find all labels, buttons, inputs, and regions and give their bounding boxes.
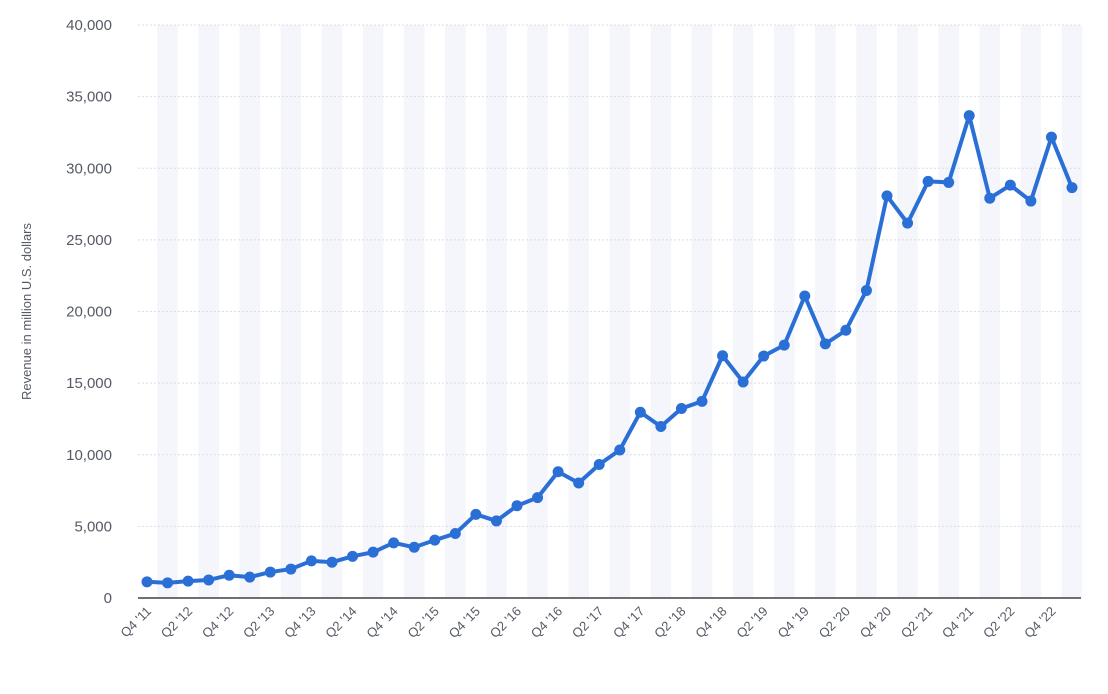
- y-tick-label: 5,000: [74, 518, 112, 535]
- y-tick-label: 20,000: [66, 304, 112, 321]
- y-tick-label: 40,000: [66, 17, 112, 34]
- data-point[interactable]: [634, 406, 646, 418]
- data-point[interactable]: [429, 534, 441, 546]
- data-point[interactable]: [943, 176, 955, 188]
- data-point[interactable]: [408, 541, 420, 553]
- data-point[interactable]: [675, 402, 687, 414]
- data-point[interactable]: [244, 571, 256, 583]
- data-point[interactable]: [347, 550, 359, 562]
- data-point[interactable]: [860, 284, 872, 296]
- data-point[interactable]: [696, 395, 708, 407]
- data-point[interactable]: [573, 477, 585, 489]
- grid-lines: [138, 24, 1083, 598]
- grid-band: [362, 25, 384, 598]
- data-point[interactable]: [778, 339, 790, 351]
- data-point[interactable]: [264, 566, 276, 578]
- data-point[interactable]: [984, 192, 996, 204]
- data-point[interactable]: [532, 492, 544, 504]
- data-point[interactable]: [203, 574, 215, 586]
- data-point[interactable]: [552, 466, 564, 478]
- y-tick-label: 30,000: [66, 160, 112, 177]
- data-point[interactable]: [840, 324, 852, 336]
- data-point[interactable]: [470, 508, 482, 520]
- data-point[interactable]: [737, 376, 749, 388]
- data-point[interactable]: [655, 421, 667, 433]
- data-point[interactable]: [758, 350, 770, 362]
- data-point[interactable]: [388, 537, 400, 549]
- grid-band: [650, 25, 672, 598]
- y-tick-label: 10,000: [66, 447, 112, 464]
- data-point[interactable]: [1045, 131, 1057, 143]
- data-point[interactable]: [223, 569, 235, 581]
- data-point[interactable]: [1004, 179, 1016, 191]
- data-point[interactable]: [182, 575, 194, 587]
- data-point[interactable]: [141, 576, 153, 588]
- data-point[interactable]: [922, 175, 934, 187]
- y-axis-ticks: 0 5,000 10,000 15,000 20,000 25,000 30,000 35,0…: [66, 17, 112, 607]
- data-point[interactable]: [799, 290, 811, 302]
- y-tick-label: 15,000: [66, 375, 112, 392]
- data-point[interactable]: [1025, 195, 1037, 207]
- data-point[interactable]: [449, 528, 461, 540]
- data-point[interactable]: [881, 190, 893, 202]
- data-point[interactable]: [593, 458, 605, 470]
- data-point[interactable]: [305, 555, 317, 567]
- data-point[interactable]: [963, 110, 975, 122]
- data-point[interactable]: [490, 515, 502, 527]
- y-tick-label: 0: [104, 590, 112, 607]
- data-point[interactable]: [819, 338, 831, 350]
- series-layer: [141, 110, 1078, 589]
- data-point[interactable]: [326, 556, 338, 568]
- data-point[interactable]: [1066, 182, 1078, 194]
- y-tick-label: 25,000: [66, 232, 112, 249]
- data-point[interactable]: [511, 500, 523, 512]
- data-point[interactable]: [902, 217, 914, 229]
- y-axis-label: Revenue in million U.S. dollars: [19, 222, 34, 400]
- data-point[interactable]: [367, 546, 379, 558]
- data-point[interactable]: [614, 444, 626, 456]
- series-line: [145, 113, 1074, 585]
- data-point[interactable]: [285, 563, 297, 575]
- data-point[interactable]: [717, 350, 729, 362]
- data-point[interactable]: [162, 577, 174, 589]
- y-tick-label: 35,000: [66, 89, 112, 106]
